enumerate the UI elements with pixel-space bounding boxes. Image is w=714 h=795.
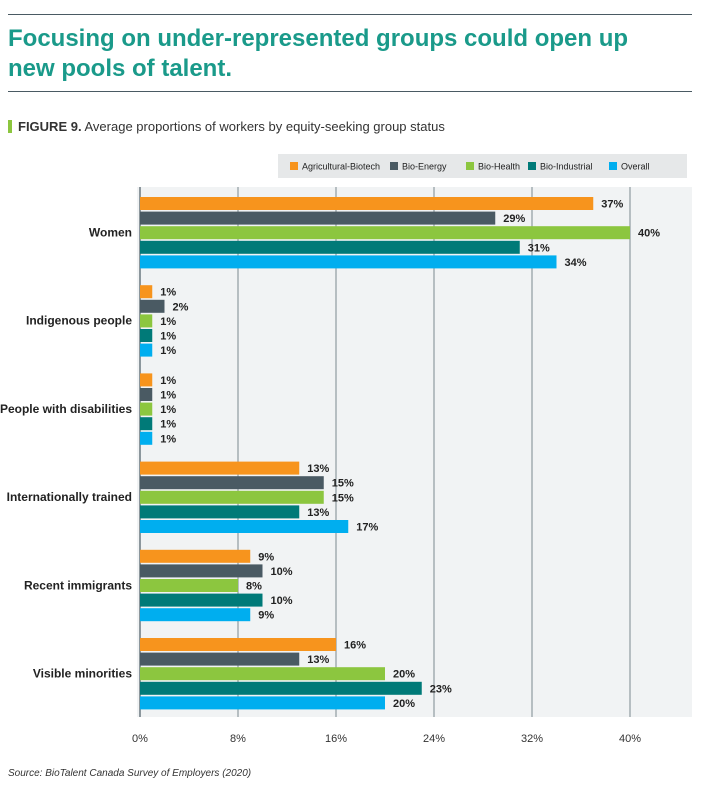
- data-label: 2%: [173, 301, 189, 313]
- data-label: 15%: [332, 478, 354, 490]
- data-label: 17%: [356, 522, 378, 534]
- bar-bio-health: [140, 226, 630, 240]
- category-label: Recent immigrants: [24, 578, 132, 592]
- data-label: 13%: [307, 507, 329, 519]
- data-label: 13%: [307, 463, 329, 475]
- data-label: 1%: [160, 316, 176, 328]
- bar-bio-energy: [140, 564, 263, 578]
- x-tick-label: 0%: [132, 733, 148, 745]
- data-label: 1%: [160, 345, 176, 357]
- headline-rule: [8, 91, 692, 92]
- category-label: Indigenous people: [26, 314, 132, 328]
- data-label: 1%: [160, 375, 176, 387]
- category-label: People with disabilities: [0, 402, 132, 416]
- bar-bio-industrial: [140, 593, 263, 607]
- category-label: Internationally trained: [7, 490, 132, 504]
- chart-plot-background: [137, 187, 692, 717]
- category-labels: Women Indigenous people People with disabi…: [0, 226, 132, 681]
- bar-bio-energy: [140, 388, 153, 401]
- legend-label: Bio-Industrial: [540, 162, 593, 172]
- value-labels: 37%29%40%31%34%1%2%1%1%1%1%1%1%1%1%13%15…: [160, 199, 660, 710]
- caption-accent-mark: [8, 120, 12, 133]
- bar-overall: [140, 343, 153, 357]
- legend-swatch: [290, 162, 298, 170]
- x-tick-label: 8%: [230, 733, 246, 745]
- data-label: 1%: [160, 404, 176, 416]
- data-label: 23%: [430, 683, 452, 695]
- data-label: 37%: [601, 199, 623, 211]
- data-label: 20%: [393, 698, 415, 710]
- headline: Focusing on under-represented groups cou…: [8, 25, 629, 82]
- bar-overall: [140, 608, 251, 622]
- data-label: 9%: [258, 610, 274, 622]
- figure-title: Average proportions of workers by equity…: [84, 119, 445, 134]
- bars: [140, 197, 630, 710]
- top-rule: [8, 14, 692, 15]
- data-label: 10%: [271, 595, 293, 607]
- figure-number: FIGURE 9.: [18, 119, 82, 134]
- data-label: 20%: [393, 669, 415, 681]
- bar-agricultural-biotech: [140, 197, 594, 210]
- legend-swatch: [466, 162, 474, 170]
- bar-overall: [140, 696, 385, 710]
- bar-bio-energy: [140, 299, 165, 313]
- data-label: 1%: [160, 287, 176, 299]
- data-label: 9%: [258, 551, 274, 563]
- data-label: 34%: [565, 257, 587, 269]
- bar-bio-energy: [140, 476, 324, 490]
- legend-box: [278, 154, 687, 178]
- data-label: 1%: [160, 433, 176, 445]
- bar-overall: [140, 431, 153, 445]
- data-label: 40%: [638, 228, 660, 240]
- legend-label: Agricultural-Biotech: [302, 162, 380, 172]
- bar-agricultural-biotech: [140, 549, 251, 563]
- legend-label: Overall: [621, 162, 650, 172]
- bar-bio-health: [140, 490, 324, 504]
- bar-bio-industrial: [140, 329, 153, 342]
- data-label: 1%: [160, 419, 176, 431]
- x-tick-label: 40%: [619, 733, 641, 745]
- category-label: Women: [89, 226, 132, 240]
- legend: Agricultural-Biotech Bio-Energy Bio-Health…: [290, 162, 650, 172]
- bar-agricultural-biotech: [140, 638, 336, 651]
- gridlines: [139, 187, 631, 717]
- bar-bio-health: [140, 667, 385, 681]
- bar-overall: [140, 520, 349, 533]
- bar-bio-health: [140, 402, 153, 416]
- data-label: 29%: [503, 213, 525, 225]
- data-label: 10%: [271, 566, 293, 578]
- x-tick-label: 16%: [325, 733, 347, 745]
- bar-bio-industrial: [140, 240, 520, 254]
- data-label: 13%: [307, 654, 329, 666]
- bar-bio-industrial: [140, 505, 300, 519]
- bar-chart: 37%29%40%31%34%1%2%1%1%1%1%1%1%1%1%13%15…: [0, 154, 692, 745]
- x-tick-label: 24%: [423, 733, 445, 745]
- legend-label: Bio-Energy: [402, 162, 447, 172]
- bar-bio-energy: [140, 211, 496, 225]
- tick-labels: 0% 8% 16% 24% 32% 40%: [132, 733, 641, 745]
- x-tick-label: 32%: [521, 733, 543, 745]
- legend-swatch: [528, 162, 536, 170]
- bar-agricultural-biotech: [140, 285, 153, 299]
- bar-bio-health: [140, 314, 153, 328]
- category-label: Visible minorities: [33, 667, 132, 681]
- data-label: 16%: [344, 640, 366, 652]
- data-label: 1%: [160, 331, 176, 343]
- bar-bio-health: [140, 579, 238, 592]
- data-label: 15%: [332, 492, 354, 504]
- figure-caption: FIGURE 9. Average proportions of workers…: [8, 118, 445, 136]
- legend-label: Bio-Health: [478, 162, 520, 172]
- bar-agricultural-biotech: [140, 461, 300, 475]
- legend-swatch: [609, 162, 617, 170]
- data-label: 31%: [528, 242, 550, 254]
- bar-bio-energy: [140, 652, 300, 666]
- data-label: 8%: [246, 581, 262, 593]
- legend-swatch: [390, 162, 398, 170]
- bar-agricultural-biotech: [140, 373, 153, 387]
- bar-bio-industrial: [140, 417, 153, 431]
- bar-bio-industrial: [140, 681, 422, 695]
- source-note: Source: BioTalent Canada Survey of Emplo…: [8, 768, 252, 779]
- bar-overall: [140, 255, 557, 269]
- data-label: 1%: [160, 390, 176, 402]
